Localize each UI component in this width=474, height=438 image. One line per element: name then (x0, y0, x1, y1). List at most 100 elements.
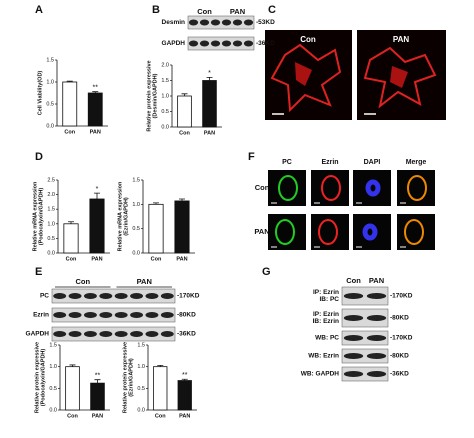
band (232, 19, 243, 26)
panel-label: E (35, 266, 42, 278)
y-tick-label: 0.5 (161, 109, 169, 115)
x-tick-label: PAN (179, 413, 190, 419)
size-label: -170KD (177, 293, 200, 300)
x-tick-label: Con (155, 413, 166, 419)
y-tick-label: 0.5 (137, 386, 145, 392)
bar (202, 80, 217, 128)
blot-strip (187, 36, 255, 51)
column-label: Ezrin (321, 159, 338, 166)
column-label: Merge (406, 159, 427, 166)
bar (63, 223, 79, 254)
blot-strip (341, 366, 389, 382)
row-label: WB: PC (315, 335, 339, 342)
row-label: WB: GAPDH (301, 371, 340, 378)
y-tick-label: 1.5 (137, 342, 145, 348)
y-tick-label: 0.0 (132, 250, 140, 256)
cell (321, 175, 341, 201)
bar (89, 198, 105, 254)
band (199, 40, 210, 47)
y-tick-label: 0.5 (47, 236, 55, 242)
band (343, 315, 364, 321)
image-label: Con (300, 35, 316, 44)
row-label: GAPDH (162, 40, 186, 47)
size-label: -80KD (390, 353, 409, 360)
y-tick-label: 0.0 (161, 124, 169, 130)
y-tick-label: 1.0 (46, 79, 54, 85)
blot-strip (341, 330, 389, 346)
y-tick-label: 2.0 (47, 192, 55, 198)
band (83, 293, 97, 299)
bar (65, 366, 80, 411)
column-label: DAPI (364, 159, 381, 166)
x-tick-label: PAN (204, 130, 215, 136)
panel-c-images: Con PAN (265, 30, 446, 120)
group-label: Con (346, 276, 361, 285)
x-tick-label: PAN (176, 256, 187, 262)
cell (362, 223, 378, 241)
y-tick-label: 0.0 (46, 123, 54, 129)
size-label: -36KD (177, 331, 196, 338)
size-label: -36KD (256, 40, 275, 47)
error-bar (157, 364, 164, 367)
cell (407, 175, 427, 201)
row-label: IP: Ezrin (313, 289, 339, 296)
error-bar (206, 77, 213, 81)
significance: ** (95, 373, 101, 380)
panel-label: B (152, 4, 160, 16)
band (160, 312, 174, 318)
band (53, 293, 67, 299)
band (145, 331, 159, 337)
size-label: -80KD (390, 315, 409, 322)
cell (365, 179, 381, 197)
y-tick-label: 1.5 (161, 78, 169, 84)
row-label: IB: PC (320, 296, 340, 303)
row-label: PAN (254, 227, 269, 236)
band (188, 40, 199, 47)
blot-strip (51, 307, 176, 323)
band (99, 312, 113, 318)
cell (390, 66, 408, 88)
band (221, 40, 232, 47)
band (343, 353, 364, 359)
y-tick-label: 1.0 (132, 202, 140, 208)
bar (148, 203, 164, 254)
size-label: -36KD (390, 371, 409, 378)
x-tick-label: PAN (91, 256, 102, 262)
y-tick-label: 1.0 (161, 93, 169, 99)
band (114, 331, 128, 337)
size-label: -170KD (390, 293, 413, 300)
row-label: WB: Ezrin (308, 353, 339, 360)
x-tick-label: Con (67, 413, 78, 419)
cell (404, 219, 424, 245)
cell (278, 175, 298, 201)
error-bar (181, 378, 188, 381)
error-bar (179, 198, 185, 201)
row-label: Ezrin (33, 312, 49, 319)
y-tick-label: 0.0 (137, 407, 145, 413)
panel-label: C (268, 4, 276, 16)
error-bar (94, 379, 101, 384)
y-tick-label: 1.5 (49, 342, 57, 348)
bar (62, 81, 78, 127)
cell (275, 219, 295, 245)
row-label: IB: Ezrin (313, 318, 339, 325)
size-label: -53KD (256, 19, 275, 26)
band (53, 331, 67, 337)
column-label: PC (282, 159, 292, 166)
x-tick-label: PAN (90, 129, 101, 135)
group-label: PAN (137, 277, 152, 286)
row-label: Con (255, 183, 270, 192)
band (232, 40, 243, 47)
y-tick-label: 0.0 (47, 250, 55, 256)
x-tick-label: Con (179, 130, 190, 136)
y-tick-label: 1.5 (47, 207, 55, 213)
band (366, 335, 387, 341)
y-tick-label: 0.0 (49, 407, 57, 413)
significance: * (208, 70, 211, 77)
band (130, 312, 144, 318)
panel-label: D (35, 151, 43, 163)
band (366, 315, 387, 321)
size-label: -170KD (390, 335, 413, 342)
y-tick-label: 0.5 (49, 386, 57, 392)
